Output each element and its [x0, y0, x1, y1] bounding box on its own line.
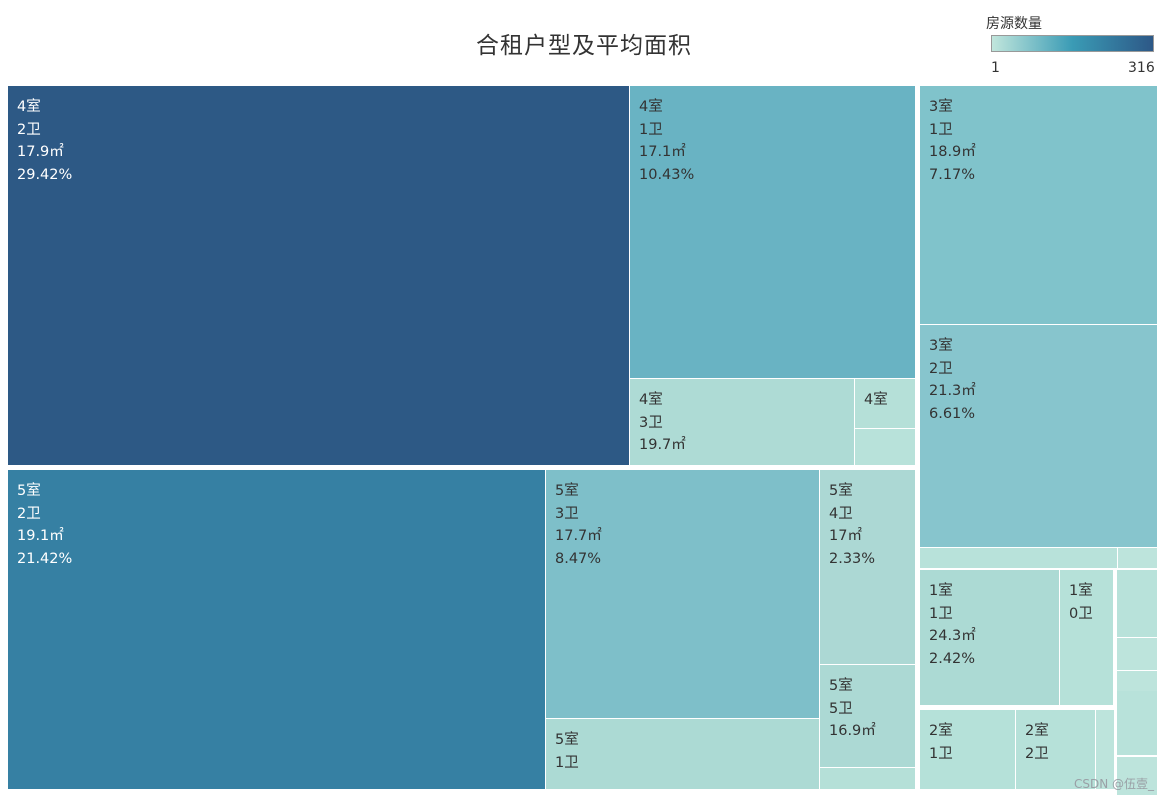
- cell-label-rooms: 3室: [929, 338, 953, 354]
- treemap-cell[interactable]: 5室 3卫 17.7㎡ 8.47%: [546, 470, 819, 718]
- legend-min-label: 1: [991, 60, 1000, 76]
- treemap-cell[interactable]: 2室 1卫: [920, 710, 1015, 789]
- cell-label-rooms: 5室: [829, 678, 853, 694]
- cell-label-pct: 2.33%: [829, 550, 876, 567]
- cell-label-pct: 29.42%: [17, 166, 73, 183]
- cell-label-rooms: 4室: [639, 99, 663, 115]
- cell-label-baths: 2卫: [17, 505, 41, 522]
- cell-label-area: 16.9㎡: [829, 723, 876, 739]
- cell-label-rooms: 4室: [639, 392, 663, 408]
- cell-label-area: 17㎡: [829, 528, 862, 544]
- cell-label-pct: 6.61%: [929, 405, 976, 422]
- treemap-cell[interactable]: 5室 1卫: [546, 719, 819, 789]
- cell-label-area: 17.1㎡: [639, 144, 686, 160]
- treemap-cell[interactable]: [920, 548, 1117, 568]
- cell-label-baths: 4卫: [829, 505, 853, 522]
- cell-label-area: 19.1㎡: [17, 528, 64, 544]
- treemap-cell[interactable]: [1096, 710, 1114, 789]
- treemap-cell[interactable]: 4室 1卫 17.1㎡ 10.43%: [630, 86, 915, 378]
- treemap-cell[interactable]: 4室 2卫 17.9㎡ 29.42%: [8, 86, 629, 465]
- cell-label-rooms: 3室: [929, 99, 953, 115]
- cell-label-baths: 3卫: [555, 505, 579, 522]
- treemap-cell[interactable]: [1117, 691, 1157, 755]
- cell-label-area: 19.7㎡: [639, 437, 686, 453]
- cell-label-baths: 2卫: [17, 121, 41, 138]
- treemap-cell[interactable]: 3室 1卫 18.9㎡ 7.17%: [920, 86, 1157, 324]
- cell-label-baths: 1卫: [639, 121, 663, 138]
- watermark: CSDN @伍壹_: [1073, 777, 1154, 791]
- cell-label-area: 17.9㎡: [17, 144, 64, 160]
- cell-label-rooms: 5室: [17, 483, 41, 499]
- cell-label-pct: 10.43%: [639, 166, 695, 183]
- cell-label-area: 24.3㎡: [929, 628, 976, 644]
- cell-label-rooms: 5室: [555, 483, 579, 499]
- cell-label-baths: 1卫: [929, 121, 953, 138]
- treemap-cell[interactable]: 1室 1卫 24.3㎡ 2.42%: [920, 570, 1059, 705]
- legend-title: 房源数量: [986, 16, 1042, 32]
- cell-label-rooms: 2室: [1025, 723, 1049, 739]
- cell-label-area: 21.3㎡: [929, 383, 976, 399]
- cell-label-area: 18.9㎡: [929, 144, 976, 160]
- cell-label-baths: 2卫: [929, 360, 953, 377]
- treemap-cell[interactable]: 5室 2卫 19.1㎡ 21.42%: [8, 470, 545, 789]
- cell-label-pct: 8.47%: [555, 550, 602, 567]
- treemap-cell[interactable]: 4室 3卫 19.7㎡: [630, 379, 854, 465]
- cell-label-rooms: 5室: [829, 483, 853, 499]
- cell-label-rooms: 1室: [929, 583, 953, 599]
- cell-label-baths: 1卫: [555, 754, 579, 771]
- treemap-cell[interactable]: [1117, 638, 1157, 670]
- cell-label-pct: 21.42%: [17, 550, 73, 567]
- legend-max-label: 316: [1128, 60, 1155, 76]
- cell-label-baths: 1卫: [929, 745, 953, 762]
- treemap-cell[interactable]: 1室 0卫: [1060, 570, 1113, 705]
- treemap-cell[interactable]: 2室 2卫: [1016, 710, 1095, 789]
- cell-label-rooms: 2室: [929, 723, 953, 739]
- cell-label-baths: 1卫: [929, 605, 953, 622]
- cell-label-pct: 7.17%: [929, 166, 976, 183]
- treemap-cell[interactable]: [820, 768, 915, 789]
- chart-title: 合租户型及平均面积: [476, 33, 692, 59]
- treemap-cell[interactable]: [1118, 548, 1157, 568]
- cell-label-rooms: 1室: [1069, 583, 1093, 599]
- cell-label-area: 17.7㎡: [555, 528, 602, 544]
- cell-label-pct: 2.42%: [929, 650, 976, 667]
- treemap-cell[interactable]: [1117, 671, 1157, 691]
- treemap-cell[interactable]: 3室 2卫 21.3㎡ 6.61%: [920, 325, 1157, 547]
- treemap-cell[interactable]: 5室 4卫 17㎡ 2.33%: [820, 470, 915, 664]
- treemap-cell[interactable]: 5室 5卫 16.9㎡: [820, 665, 915, 767]
- treemap-cell[interactable]: 4室: [855, 379, 915, 428]
- cell-label-baths: 2卫: [1025, 745, 1049, 762]
- color-legend-bar: [991, 35, 1154, 52]
- treemap-cell[interactable]: [1117, 570, 1157, 637]
- cell-label-rooms: 5室: [555, 732, 579, 748]
- cell-label-baths: 0卫: [1069, 605, 1093, 622]
- cell-label-rooms: 4室: [864, 392, 888, 408]
- treemap-cell[interactable]: [1117, 757, 1157, 777]
- treemap-cell[interactable]: [1117, 775, 1157, 795]
- treemap-cell[interactable]: [855, 429, 915, 465]
- cell-label-baths: 3卫: [639, 414, 663, 431]
- cell-label-rooms: 4室: [17, 99, 41, 115]
- cell-label-baths: 5卫: [829, 700, 853, 717]
